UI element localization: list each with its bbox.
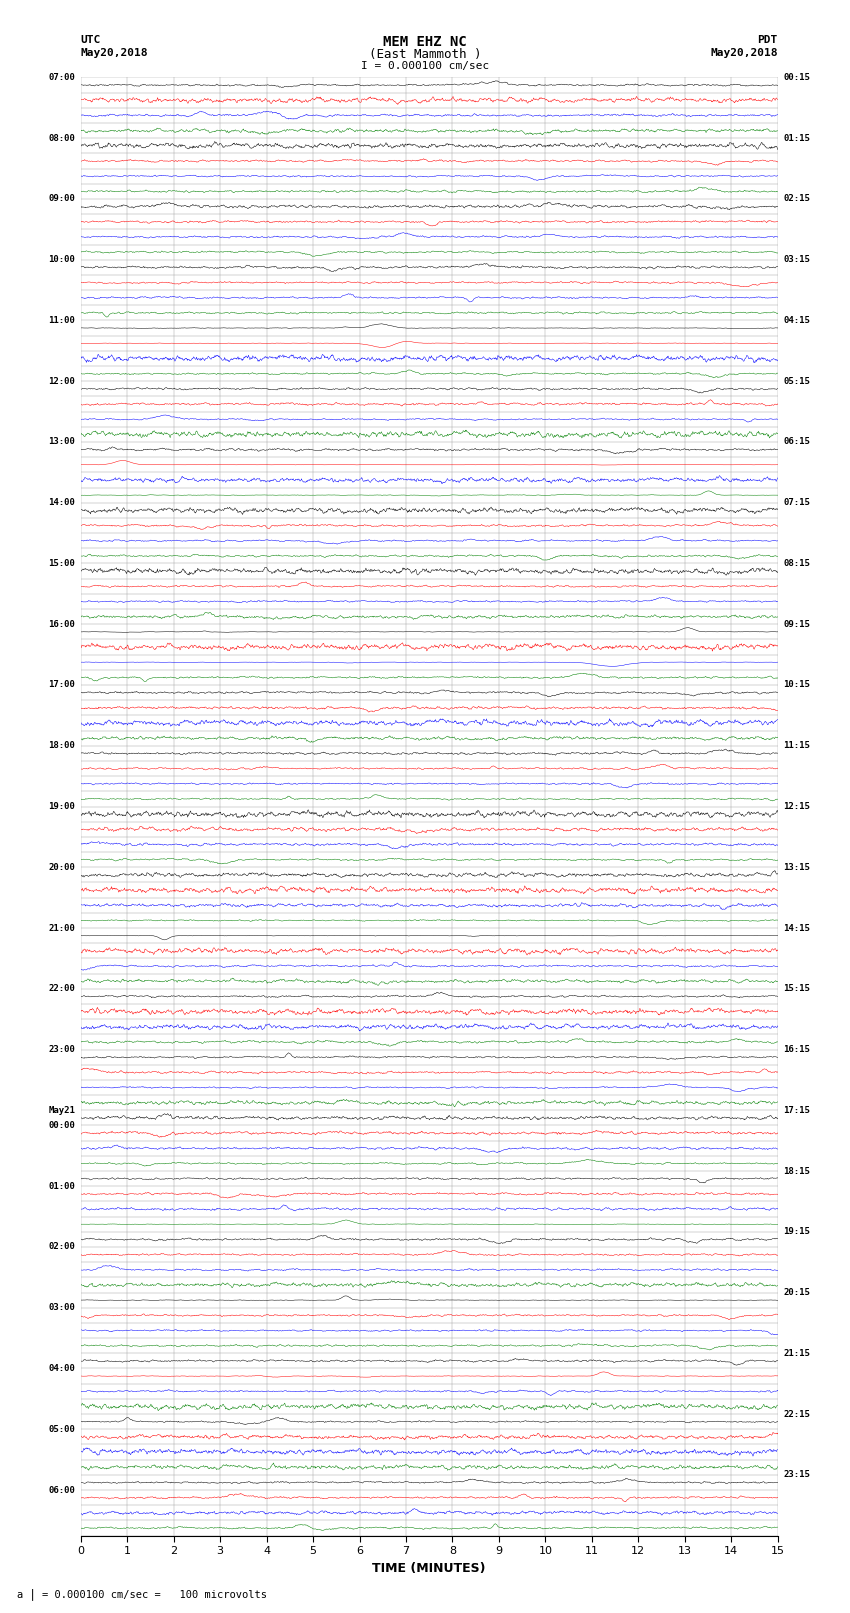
Text: 20:00: 20:00 [48,863,75,871]
Text: 07:00: 07:00 [48,73,75,82]
Text: 13:00: 13:00 [48,437,75,447]
Text: a ⎮ = 0.000100 cm/sec =   100 microvolts: a ⎮ = 0.000100 cm/sec = 100 microvolts [17,1589,267,1600]
Text: PDT: PDT [757,35,778,45]
Text: 16:00: 16:00 [48,619,75,629]
Text: 02:15: 02:15 [784,195,810,203]
Text: 10:15: 10:15 [784,681,810,689]
Text: 13:15: 13:15 [784,863,810,871]
Text: 08:00: 08:00 [48,134,75,142]
Text: 19:00: 19:00 [48,802,75,811]
Text: 18:00: 18:00 [48,742,75,750]
Text: 01:15: 01:15 [784,134,810,142]
Text: 00:15: 00:15 [784,73,810,82]
Text: 08:15: 08:15 [784,560,810,568]
Text: 23:15: 23:15 [784,1471,810,1479]
Text: 03:00: 03:00 [48,1303,75,1313]
Text: 04:15: 04:15 [784,316,810,324]
Text: 22:15: 22:15 [784,1410,810,1418]
Text: 05:15: 05:15 [784,377,810,386]
Text: 22:00: 22:00 [48,984,75,994]
Text: 15:00: 15:00 [48,560,75,568]
Text: 21:15: 21:15 [784,1348,810,1358]
Text: 18:15: 18:15 [784,1166,810,1176]
Text: 06:00: 06:00 [48,1486,75,1495]
Text: 14:15: 14:15 [784,924,810,932]
Text: 11:00: 11:00 [48,316,75,324]
Text: I = 0.000100 cm/sec: I = 0.000100 cm/sec [361,61,489,71]
Text: 09:00: 09:00 [48,195,75,203]
Text: UTC: UTC [81,35,101,45]
Text: 03:15: 03:15 [784,255,810,265]
Text: 15:15: 15:15 [784,984,810,994]
X-axis label: TIME (MINUTES): TIME (MINUTES) [372,1561,486,1574]
Text: 04:00: 04:00 [48,1365,75,1373]
Text: 14:00: 14:00 [48,498,75,506]
Text: 09:15: 09:15 [784,619,810,629]
Text: 17:00: 17:00 [48,681,75,689]
Text: 11:15: 11:15 [784,742,810,750]
Text: May21: May21 [48,1107,75,1115]
Text: MEM EHZ NC: MEM EHZ NC [383,35,467,50]
Text: May20,2018: May20,2018 [711,48,778,58]
Text: 01:00: 01:00 [48,1182,75,1190]
Text: 23:00: 23:00 [48,1045,75,1053]
Text: 17:15: 17:15 [784,1107,810,1115]
Text: 12:15: 12:15 [784,802,810,811]
Text: 20:15: 20:15 [784,1289,810,1297]
Text: 07:15: 07:15 [784,498,810,506]
Text: May20,2018: May20,2018 [81,48,148,58]
Text: 21:00: 21:00 [48,924,75,932]
Text: 06:15: 06:15 [784,437,810,447]
Text: (East Mammoth ): (East Mammoth ) [369,48,481,61]
Text: 19:15: 19:15 [784,1227,810,1236]
Text: 02:00: 02:00 [48,1242,75,1252]
Text: 00:00: 00:00 [48,1121,75,1131]
Text: 10:00: 10:00 [48,255,75,265]
Text: 05:00: 05:00 [48,1424,75,1434]
Text: 16:15: 16:15 [784,1045,810,1053]
Text: 12:00: 12:00 [48,377,75,386]
